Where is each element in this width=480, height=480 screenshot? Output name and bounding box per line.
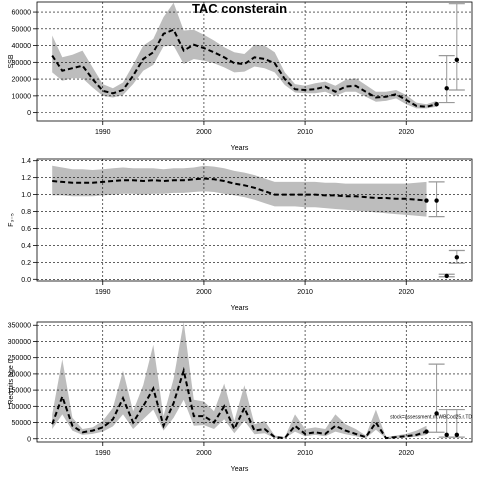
f-y-tick-label: 0.8	[21, 209, 31, 216]
f-y-tick-label: 0.0	[21, 277, 31, 284]
ssb-confidence-band	[52, 2, 437, 109]
recruits-y-tick-label: 50000	[12, 420, 32, 427]
f-projection-point	[434, 198, 439, 203]
ssb-y-tick-label: 60000	[12, 10, 32, 17]
recruits-annotation: stock=assessment.m.WBCod25.r.TD	[390, 415, 472, 421]
f-y-tick-label: 1.0	[21, 192, 31, 199]
ssb-last-estimate-point	[434, 102, 439, 107]
ssb-x-tick-label: 2020	[398, 129, 414, 136]
ssb-x-tick-label: 2000	[196, 129, 212, 136]
recruits-y-tick-label: 350000	[8, 323, 31, 330]
recruits-x-tick-label: 2020	[398, 450, 414, 457]
recruits-plot-frame	[36, 321, 473, 443]
ssb-x-axis-title: Years	[231, 145, 249, 152]
f-y-tick-label: 1.4	[21, 158, 31, 165]
f-y-tick-label: 1.2	[21, 175, 31, 182]
recruits-y-tick-label: 300000	[8, 339, 31, 346]
ssb-y-tick-label: 10000	[12, 93, 32, 100]
recruits-y-tick-label: 100000	[8, 404, 31, 411]
ssb-y-axis-title: SSB	[8, 54, 15, 68]
f-x-tick-label: 1990	[95, 289, 111, 296]
f-projection-point	[454, 255, 460, 260]
recruits-estimate-line	[51, 366, 427, 440]
ssb-y-tick-label: 40000	[12, 43, 32, 50]
recruits-x-tick-label: 2000	[196, 450, 212, 457]
ssb-chart-title: TAC consterain	[192, 1, 287, 16]
f-x-axis-title: Years	[231, 305, 249, 312]
ssb-projection-point	[454, 57, 460, 63]
recruits-y-tick-label: 200000	[8, 371, 31, 378]
recruitment-panel: 1990 2000 2010 2020 0 50000 100000 150000 200000…	[8, 321, 473, 473]
recruits-x-axis-title: Years	[231, 466, 249, 473]
f-x-tick-label: 2020	[398, 289, 414, 296]
f-y-axis-title: F₃₋₅	[8, 213, 15, 227]
f-projection-point	[444, 273, 449, 279]
recruits-projection-point	[444, 432, 449, 438]
f-plot-frame	[36, 158, 473, 282]
recruits-y-tick-label: 250000	[8, 355, 31, 362]
recruits-x-tick-label: 1990	[95, 450, 111, 457]
ssb-y-tick-label: 50000	[12, 26, 32, 33]
f-confidence-band	[52, 165, 427, 217]
f-estimate-line	[52, 177, 427, 202]
ssb-panel: 1990 2000 2010 2020 0 10000 20000 30000 40000 500…	[8, 1, 473, 152]
recruits-y-axis-title: Recruits age 0	[8, 359, 15, 404]
ssb-estimate-line	[51, 28, 437, 108]
recruits-projection-point	[434, 411, 439, 416]
ssb-x-tick-label: 1990	[95, 129, 111, 136]
fishing-mortality-panel: 1990 2000 2010 2020 0.0 0.2 0.4 0.6 0.8 1.0 1.2 1.4…	[8, 158, 473, 312]
recruits-last-estimate-point	[424, 429, 429, 434]
ssb-x-tick-label: 2010	[297, 129, 313, 136]
ssb-plot-frame	[36, 1, 473, 122]
ssb-y-tick-label: 20000	[12, 77, 32, 84]
recruits-projection-point	[454, 432, 460, 438]
f-y-tick-label: 0.6	[21, 226, 31, 233]
f-y-tick-label: 0.2	[21, 260, 31, 267]
recruits-y-tick-label: 150000	[8, 388, 31, 395]
recruits-y-tick-label: 0	[27, 436, 31, 443]
f-last-estimate-point	[424, 198, 429, 203]
recruits-x-tick-label: 2010	[297, 450, 313, 457]
f-x-tick-label: 2010	[297, 289, 313, 296]
f-x-tick-label: 2000	[196, 289, 212, 296]
ssb-projection-point	[444, 86, 449, 91]
ssb-y-tick-label: 30000	[12, 60, 32, 67]
recruits-confidence-band	[52, 322, 427, 439]
f-y-tick-label: 0.4	[21, 243, 31, 250]
ssb-y-tick-label: 0	[27, 110, 31, 117]
